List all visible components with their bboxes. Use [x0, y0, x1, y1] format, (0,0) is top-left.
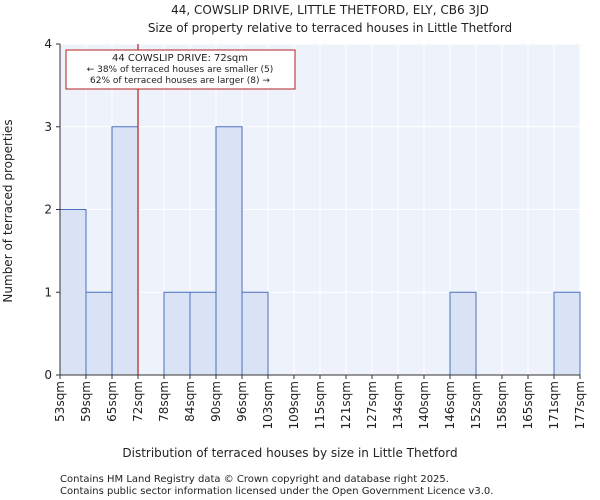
footer-line-2: Contains public sector information licen… — [60, 486, 493, 497]
x-tick-label: 59sqm — [79, 381, 93, 422]
y-tick-label: 1 — [44, 285, 52, 299]
bar — [111, 126, 139, 376]
x-tick-label: 109sqm — [287, 381, 301, 429]
annotation-line-3: 62% of terraced houses are larger (8) → — [90, 76, 270, 86]
footer-line-1: Contains HM Land Registry data © Crown c… — [60, 474, 449, 485]
annotation-line-1: 44 COWSLIP DRIVE: 72sqm — [112, 53, 248, 64]
annotation-line-2: ← 38% of terraced houses are smaller (5) — [87, 65, 274, 75]
x-tick-label: 158sqm — [495, 381, 509, 429]
x-tick-label: 115sqm — [313, 381, 327, 429]
x-tick-label: 146sqm — [443, 381, 457, 429]
x-tick-label: 171sqm — [547, 381, 561, 429]
y-tick-label: 0 — [44, 368, 52, 382]
annotation-frame — [65, 49, 296, 90]
y-tick-label: 3 — [44, 120, 52, 134]
chart-subtitle: Size of property relative to terraced ho… — [148, 21, 512, 35]
x-tick-label: 96sqm — [235, 381, 249, 422]
y-axis-label: Number of terraced properties — [1, 119, 15, 302]
x-tick-label: 72sqm — [131, 381, 145, 422]
bar — [215, 126, 243, 376]
y-tick-label: 2 — [44, 203, 52, 217]
x-tick-label: 78sqm — [157, 381, 171, 422]
plot-area: 0 1 2 3 4 53sqm 59sqm 65sqm 72sqm 78sqm 84sqm 90sqm… — [44, 37, 587, 429]
bar — [189, 291, 217, 376]
x-tick-label: 65sqm — [105, 381, 119, 422]
x-tick-label: 134sqm — [391, 381, 405, 429]
x-axis-label: Distribution of terraced houses by size … — [122, 446, 457, 460]
x-tick-label: 84sqm — [183, 381, 197, 422]
bar — [241, 291, 269, 376]
chart-title: 44, COWSLIP DRIVE, LITTLE THETFORD, ELY,… — [171, 3, 489, 17]
x-tick-label: 140sqm — [417, 381, 431, 429]
x-tick-label: 90sqm — [209, 381, 223, 422]
bar — [163, 291, 191, 376]
bar — [449, 291, 477, 376]
bar — [59, 209, 87, 376]
x-tick-label: 103sqm — [261, 381, 275, 429]
x-tick-label: 121sqm — [339, 381, 353, 429]
x-tick-label: 53sqm — [53, 381, 67, 422]
x-tick-label: 165sqm — [521, 381, 535, 429]
x-tick-label: 152sqm — [469, 381, 483, 429]
annotation-box: 44 COWSLIP DRIVE: 72sqm ← 38% of terrace… — [65, 49, 296, 90]
x-tick-label: 127sqm — [365, 381, 379, 429]
x-tick-label: 177sqm — [573, 381, 587, 429]
bar — [553, 291, 581, 376]
bar — [85, 291, 113, 376]
y-tick-label: 4 — [44, 37, 52, 51]
